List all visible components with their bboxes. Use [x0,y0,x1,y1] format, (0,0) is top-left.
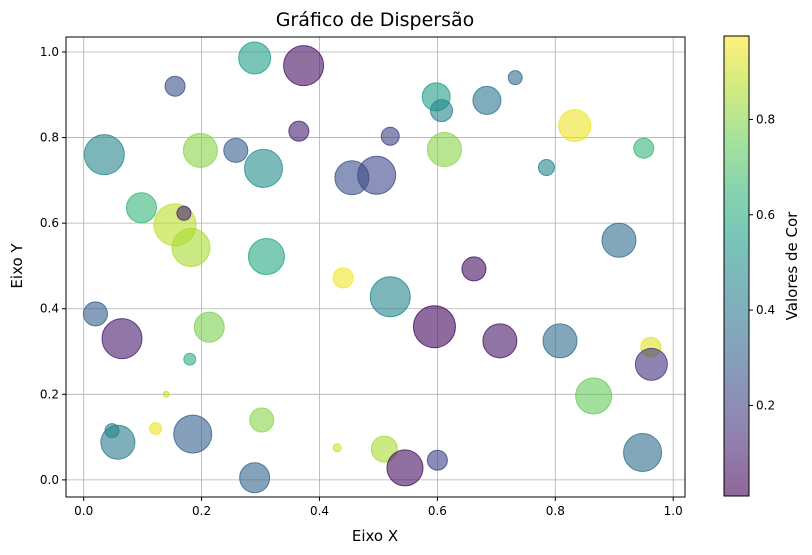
y-tick-label: 1.0 [40,45,59,59]
scatter-point [249,407,275,433]
y-tick-label: 0.6 [40,216,59,230]
colorbar-tick-label: 0.8 [756,112,775,126]
scatter-point [173,414,213,454]
scatter-point [426,449,448,471]
scatter-point [101,318,143,360]
scatter-point [426,132,462,168]
x-tick-label: 0.2 [192,504,211,518]
scatter-point [223,137,249,163]
scatter-point [542,323,578,359]
scatter-point [247,238,285,276]
scatter-point [370,435,398,463]
scatter-point [623,432,663,472]
scatter-point [601,222,637,258]
x-tick-label: 1.0 [664,504,683,518]
x-tick-label: 0.6 [428,504,447,518]
colorbar-ticks: 0.2 0.4 0.6 0.8 [749,112,775,412]
scatter-point [239,462,271,494]
scatter-point [149,422,163,436]
y-axis: 0.0 0.2 0.4 0.6 0.8 1.0 [40,45,66,487]
y-tick-label: 0.2 [40,387,59,401]
scatter-point [369,276,411,318]
scatter-point [332,267,354,289]
scatter-point [176,205,192,221]
scatter-point [283,45,325,87]
x-tick-label: 0.4 [310,504,329,518]
scatter-point [633,137,655,159]
colorbar-tick-label: 0.6 [756,208,775,222]
y-tick-label: 0.4 [40,302,59,316]
scatter-point [634,347,668,381]
scatter-point [82,301,108,327]
scatter-points [82,41,668,494]
x-axis-label: Eixo X [352,527,398,545]
scatter-point [537,159,555,177]
x-axis: 0.0 0.2 0.4 0.6 0.8 1.0 [74,497,683,518]
scatter-point [288,120,310,142]
colorbar-tick-label: 0.2 [756,398,775,412]
scatter-point [507,70,523,86]
scatter-point [558,109,592,143]
colorbar [724,36,749,496]
scatter-point [243,148,283,188]
scatter-point [482,323,518,359]
scatter-point [575,377,613,415]
scatter-point [472,85,502,115]
y-axis-label: Eixo Y [8,243,26,289]
scatter-point [386,449,424,487]
y-tick-label: 0.0 [40,473,59,487]
plot-frame [65,36,686,498]
scatter-point [193,311,225,343]
scatter-point [162,390,170,398]
chart-title: Gráfico de Dispersão [276,9,475,31]
scatter-point [104,423,120,439]
scatter-point [125,192,157,224]
scatter-point [171,228,211,268]
scatter-point [380,126,400,146]
x-tick-label: 0.0 [74,504,93,518]
y-tick-label: 0.8 [40,131,59,145]
scatter-point [357,155,397,195]
scatter-point [182,132,218,168]
scatter-point [183,352,197,366]
x-tick-label: 0.8 [546,504,565,518]
scatter-point [238,41,272,75]
scatter-point [430,99,454,123]
colorbar-tick-label: 0.4 [756,303,775,317]
scatter-point [83,134,125,176]
scatter-point [412,305,456,349]
scatter-point [332,443,342,453]
colorbar-frame [723,35,750,497]
scatter-point [461,256,487,282]
scatter-point [164,75,186,97]
colorbar-label: Valores de Cor [783,211,801,320]
